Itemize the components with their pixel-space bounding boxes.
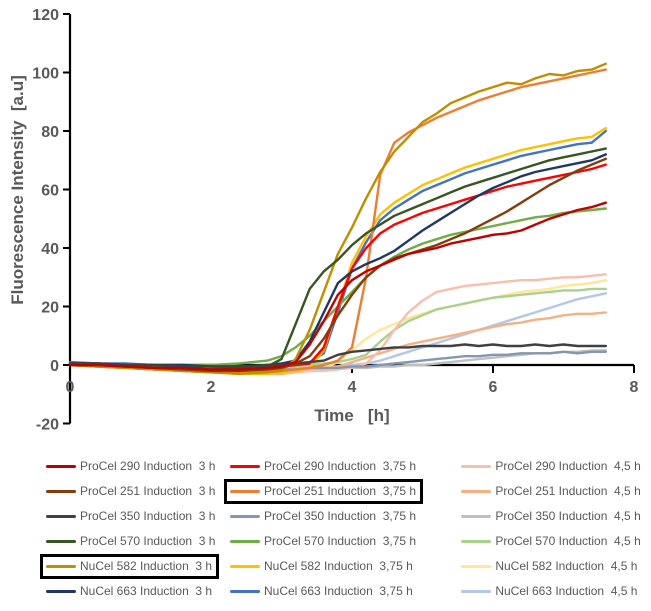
series-line-procel-570-induction-3-75-h (68, 207, 607, 368)
x-tick-label: 6 (489, 379, 498, 396)
legend-line-swatch-icon (46, 540, 76, 543)
legend-item: ProCel 350 Induction 3,75 h (224, 504, 423, 529)
legend-label: ProCel 350 Induction 4,5 h (495, 509, 641, 523)
series-line-procel-570-induction-4-5-h (68, 287, 607, 371)
legend-line-swatch-icon (46, 465, 76, 468)
legend-item: ProCel 570 Induction 4,5 h (455, 529, 647, 554)
legend-column-1: ProCel 290 Induction 3 h ProCel 251 Induc… (40, 454, 222, 604)
legend-line-swatch-icon (230, 590, 260, 593)
fluorescence-chart: 120 100 80 60 40 20 0 -20 0 2 4 6 8 Fluorescence Int… (8, 7, 639, 434)
y-tick-label: 60 (41, 183, 59, 200)
legend-line-swatch-icon (461, 590, 492, 593)
legend-item-highlighted: NuCel 582 Induction 3 h (40, 554, 220, 579)
series-line-nucel-582-induction-3-h (68, 62, 607, 375)
legend-line-swatch-icon (230, 490, 260, 493)
y-axis-title: Fluorescence Intensity [a.u] (8, 75, 27, 305)
legend-label: NuCel 663 Induction 3 h (80, 584, 213, 598)
legend-label: ProCel 251 Induction 3 h (80, 484, 216, 498)
x-tick-label: 4 (348, 379, 357, 396)
series-line-procel-350-induction-3-h (68, 343, 607, 368)
legend-item: ProCel 570 Induction 3 h (40, 529, 222, 554)
legend-item: ProCel 290 Induction 3 h (40, 454, 222, 479)
legend-line-swatch-icon (46, 565, 76, 568)
legend-item: ProCel 350 Induction 4,5 h (455, 504, 647, 529)
plot-canvas: 120 100 80 60 40 20 0 -20 0 2 4 6 8 (32, 7, 639, 434)
legend-label: ProCel 570 Induction 3,75 h (264, 534, 417, 548)
legend-item: NuCel 582 Induction 3,75 h (224, 554, 420, 579)
legend-item: NuCel 582 Induction 4,5 h (455, 554, 644, 579)
legend-line-swatch-icon (230, 540, 260, 543)
legend-item: ProCel 290 Induction 4,5 h (455, 454, 647, 479)
legend-label: ProCel 570 Induction 3 h (80, 534, 216, 548)
legend-label: NuCel 582 Induction 4,5 h (495, 559, 638, 573)
legend-item: NuCel 663 Induction 3 h (40, 579, 219, 604)
series-line-procel-251-induction-3-h (68, 157, 607, 373)
legend-item: ProCel 251 Induction 4,5 h (455, 479, 647, 504)
y-tick-label: 0 (50, 358, 59, 375)
legend-label: ProCel 290 Induction 3,75 h (264, 459, 417, 473)
legend-label: ProCel 290 Induction 3 h (80, 459, 216, 473)
legend-label: ProCel 350 Induction 3,75 h (264, 509, 417, 523)
y-tick-label: 100 (32, 66, 59, 83)
series-line-procel-290-induction-3-h (68, 201, 607, 371)
legend-label: NuCel 663 Induction 3,75 h (264, 584, 413, 598)
x-tick-label: 8 (630, 379, 639, 396)
y-tick-label: 120 (32, 7, 59, 24)
legend-line-swatch-icon (230, 465, 260, 468)
series-line-nucel-663-induction-4-5-h (68, 292, 607, 370)
legend-label: NuCel 663 Induction 4,5 h (495, 584, 638, 598)
legend-line-swatch-icon (461, 565, 492, 568)
y-tick-label: 80 (41, 124, 59, 141)
series-line-procel-251-induction-3-75-h (68, 68, 607, 374)
chart-legend: ProCel 290 Induction 3 h ProCel 251 Induc… (0, 454, 651, 604)
legend-line-swatch-icon (461, 465, 492, 468)
series-line-nucel-582-induction-3-75-h (68, 126, 607, 375)
legend-label: NuCel 582 Induction 3 h (80, 559, 213, 573)
legend-label: ProCel 350 Induction 3 h (80, 509, 216, 523)
legend-line-swatch-icon (46, 490, 76, 493)
legend-item: ProCel 570 Induction 3,75 h (224, 529, 423, 554)
y-tick-label: 20 (41, 300, 59, 317)
legend-item: NuCel 663 Induction 3,75 h (224, 579, 420, 604)
legend-line-swatch-icon (46, 590, 76, 593)
series-line-procel-290-induction-4-5-h (68, 273, 607, 374)
series-line-procel-290-induction-3-75-h (68, 163, 607, 371)
legend-item: ProCel 290 Induction 3,75 h (224, 454, 423, 479)
legend-line-swatch-icon (461, 490, 492, 493)
legend-label: ProCel 251 Induction 4,5 h (495, 484, 641, 498)
x-tick-label: 2 (207, 379, 216, 396)
x-tick-label: 0 (66, 379, 75, 396)
y-tick-label: 40 (41, 241, 59, 258)
legend-item: ProCel 350 Induction 3 h (40, 504, 222, 529)
legend-line-swatch-icon (461, 515, 492, 518)
legend-line-swatch-icon (230, 565, 260, 568)
legend-label: ProCel 251 Induction 3,75 h (264, 484, 417, 498)
legend-label: ProCel 570 Induction 4,5 h (495, 534, 641, 548)
legend-label: NuCel 582 Induction 3,75 h (264, 559, 413, 573)
legend-item-highlighted: ProCel 251 Induction 3,75 h (224, 479, 424, 504)
legend-label: ProCel 290 Induction 4,5 h (495, 459, 641, 473)
legend-column-2: ProCel 290 Induction 3,75 h ProCel 251 In… (224, 454, 437, 604)
legend-item: ProCel 251 Induction 3 h (40, 479, 222, 504)
legend-column-3: ProCel 290 Induction 4,5 h ProCel 251 Ind… (455, 454, 651, 604)
y-tick-label: -20 (36, 417, 59, 434)
legend-item: NuCel 663 Induction 4,5 h (455, 579, 644, 604)
legend-line-swatch-icon (46, 515, 76, 518)
legend-line-swatch-icon (461, 540, 492, 543)
x-axis-title: Time [h] (314, 406, 390, 425)
legend-line-swatch-icon (230, 515, 260, 518)
series-line-nucel-663-induction-3-75-h (68, 129, 607, 368)
